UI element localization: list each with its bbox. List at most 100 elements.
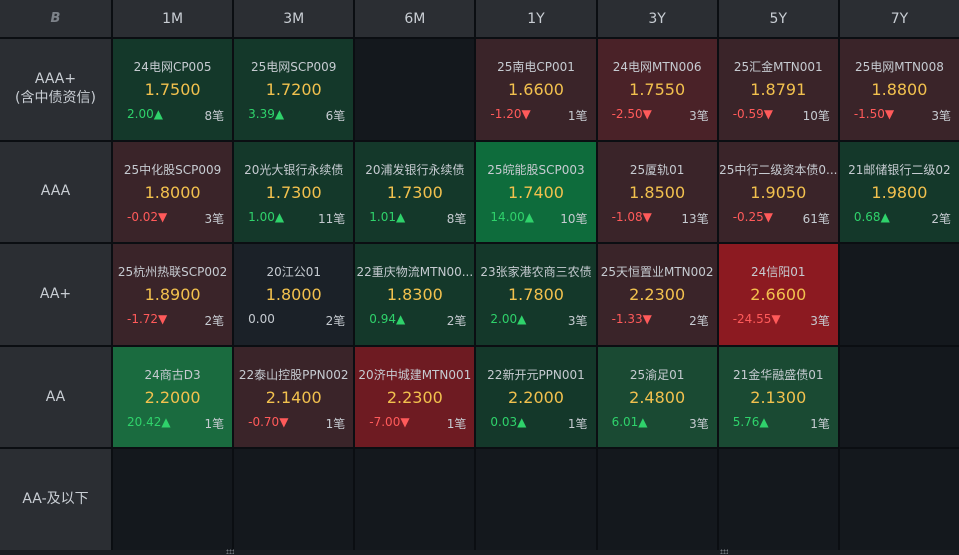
bond-footer: 2.00▲ 3笔 xyxy=(490,312,587,329)
bond-cell[interactable]: 25电网SCP009 1.7200 3.39▲ 6笔 xyxy=(234,39,354,140)
bond-cell[interactable]: 23张家港农商三农债 1.7800 2.00▲ 3笔 xyxy=(476,244,596,345)
bond-yield: 1.6600 xyxy=(508,80,564,99)
bond-cell[interactable]: 24信阳01 2.6600 -24.55▼ 3笔 xyxy=(718,244,838,345)
trade-count: 3笔 xyxy=(689,416,709,431)
bp-change: -0.25▼ xyxy=(732,209,773,224)
bond-name: 25电网MTN008 xyxy=(855,60,944,74)
trade-count: 1笔 xyxy=(325,416,346,431)
bond-name: 24信阳01 xyxy=(751,265,806,280)
bond-name: 25杭州热联SCP002 xyxy=(117,265,228,280)
bond-cell[interactable]: 21金华融盛债01 2.1300 5.76▲ 1笔 xyxy=(718,346,838,448)
bp-change: 0.00 xyxy=(248,312,275,327)
bond-cell[interactable]: 25天恒置业MTN002 2.2300 -1.33▼ 2笔 xyxy=(597,244,717,345)
bond-name: 22新开元PPN001 xyxy=(487,367,585,382)
tenor-header-5y[interactable]: 5Y xyxy=(718,0,838,37)
bond-name: 25天恒置业MTN002 xyxy=(600,265,714,280)
trade-count: 3笔 xyxy=(567,314,588,329)
bond-footer: -0.02▼ 3笔 xyxy=(127,210,224,227)
bond-cell[interactable]: 25电网MTN008 1.8800 -1.50▼ 3笔 xyxy=(839,39,959,140)
bond-cell[interactable]: 24电网MTN006 1.7550 -2.50▼ 3笔 xyxy=(597,39,717,140)
bp-change: -0.59▼ xyxy=(732,107,773,121)
bond-cell[interactable]: 22泰山控股PPN002 2.1400 -0.70▼ 1笔 xyxy=(234,346,354,448)
bond-cell[interactable]: 20浦发银行永续债 1.7300 1.01▲ 8笔 xyxy=(355,141,475,243)
trade-count: 11笔 xyxy=(318,211,346,226)
bond-footer: 6.01▲ 3笔 xyxy=(612,415,709,432)
bond-yield: 1.7300 xyxy=(386,182,443,202)
bond-cell[interactable]: 22重庆物流MTN00... 1.8300 0.94▲ 2笔 xyxy=(355,244,475,345)
trade-count: 2笔 xyxy=(689,314,709,329)
bp-change: -1.20▼ xyxy=(490,107,531,121)
bond-cell[interactable]: 20光大银行永续债 1.7300 1.00▲ 11笔 xyxy=(234,141,354,243)
trade-count: 1笔 xyxy=(204,416,225,431)
bp-change: 0.94▲ xyxy=(369,312,406,327)
trade-count: 2笔 xyxy=(446,314,467,329)
bp-change: 2.00▲ xyxy=(127,107,163,121)
bp-change: -0.02▼ xyxy=(127,209,168,224)
trade-count: 3笔 xyxy=(689,109,709,123)
empty-cell xyxy=(355,449,475,550)
trade-count: 1笔 xyxy=(567,416,588,431)
bond-name: 25中行二级资本债0... xyxy=(719,162,838,177)
bond-cell[interactable]: 22新开元PPN001 2.2000 0.03▲ 1笔 xyxy=(476,346,596,448)
empty-cell xyxy=(476,449,596,550)
tenor-header-3y[interactable]: 3Y xyxy=(597,0,717,37)
trade-count: 2笔 xyxy=(931,211,951,226)
bond-footer: -2.50▼ 3笔 xyxy=(612,107,709,124)
trade-count: 8笔 xyxy=(446,211,467,226)
bond-cell[interactable]: 21邮储银行二级02 1.9800 0.68▲ 2笔 xyxy=(839,141,959,243)
bond-footer: -7.00▼ 1笔 xyxy=(369,415,466,432)
bond-yield: 1.7200 xyxy=(265,80,322,99)
bond-yield: 2.2300 xyxy=(386,387,443,407)
bond-cell[interactable]: 25中化股SCP009 1.8000 -0.02▼ 3笔 xyxy=(113,141,233,243)
tenor-header-1y[interactable]: 1Y xyxy=(476,0,596,37)
tenor-header-6m[interactable]: 6M xyxy=(355,0,475,37)
tenor-header-3m[interactable]: 3M xyxy=(234,0,354,37)
tenor-header-7y[interactable]: 7Y xyxy=(839,0,959,37)
resize-handle-right-icon[interactable] xyxy=(720,549,728,554)
bond-name: 24商古D3 xyxy=(144,367,201,382)
bond-cell[interactable]: 25中行二级资本债0... 1.9050 -0.25▼ 61笔 xyxy=(718,141,838,243)
rating-label: AA+ xyxy=(0,244,111,345)
bond-cell[interactable]: 20江公01 1.8000 0.00 2笔 xyxy=(234,244,354,345)
bond-footer: -1.20▼ 1笔 xyxy=(490,107,587,124)
trade-count: 2笔 xyxy=(325,314,346,329)
bp-change: -2.50▼ xyxy=(611,107,652,121)
bp-change: -7.00▼ xyxy=(369,414,410,429)
bond-cell[interactable]: 24商古D3 2.2000 20.42▲ 1笔 xyxy=(113,346,233,448)
bond-cell[interactable]: 25汇金MTN001 1.8791 -0.59▼ 10笔 xyxy=(718,39,838,140)
bond-cell[interactable]: 25皖能股SCP003 1.7400 14.00▲ 10笔 xyxy=(476,141,596,243)
bond-yield: 1.7500 xyxy=(144,80,201,99)
bp-change: 3.39▲ xyxy=(248,107,285,121)
bond-yield: 2.6600 xyxy=(750,285,807,305)
trade-count: 1笔 xyxy=(446,416,467,431)
rating-label: AA xyxy=(0,346,111,448)
bond-cell[interactable]: 25杭州热联SCP002 1.8900 -1.72▼ 2笔 xyxy=(113,244,233,345)
trade-count: 10笔 xyxy=(802,109,830,123)
bp-change: -1.08▼ xyxy=(611,209,652,224)
bond-yield: 2.2000 xyxy=(508,387,564,407)
resize-handle-left-icon[interactable] xyxy=(226,549,234,554)
bond-footer: 1.01▲ 8笔 xyxy=(369,210,466,227)
trade-count: 1笔 xyxy=(567,109,588,123)
bond-footer: -0.70▼ 1笔 xyxy=(248,415,345,432)
bottom-scrollbar[interactable] xyxy=(0,550,959,555)
bond-cell[interactable]: 24电网CP005 1.7500 2.00▲ 8笔 xyxy=(113,39,233,140)
empty-cell xyxy=(234,449,354,550)
bond-yield: 2.4800 xyxy=(629,387,686,407)
bond-cell[interactable]: 20济中城建MTN001 2.2300 -7.00▼ 1笔 xyxy=(355,346,475,448)
bp-change: 20.42▲ xyxy=(127,414,171,429)
trade-count: 61笔 xyxy=(802,211,830,226)
bond-footer: 1.00▲ 11笔 xyxy=(248,210,345,227)
bond-footer: -1.08▼ 13笔 xyxy=(612,210,709,227)
bond-name: 25汇金MTN001 xyxy=(733,60,823,74)
tenor-header-1m[interactable]: 1M xyxy=(113,0,233,37)
empty-cell xyxy=(597,449,717,550)
bond-cell[interactable]: 25渝足01 2.4800 6.01▲ 3笔 xyxy=(597,346,717,448)
rating-label: AA-及以下 xyxy=(0,449,111,550)
bond-cell[interactable]: 25南电CP001 1.6600 -1.20▼ 1笔 xyxy=(476,39,596,140)
bp-change: -24.55▼ xyxy=(732,312,781,327)
bond-footer: 0.03▲ 1笔 xyxy=(490,415,587,432)
bond-name: 25渝足01 xyxy=(629,367,685,382)
bond-cell[interactable]: 25厦轨01 1.8500 -1.08▼ 13笔 xyxy=(597,141,717,243)
